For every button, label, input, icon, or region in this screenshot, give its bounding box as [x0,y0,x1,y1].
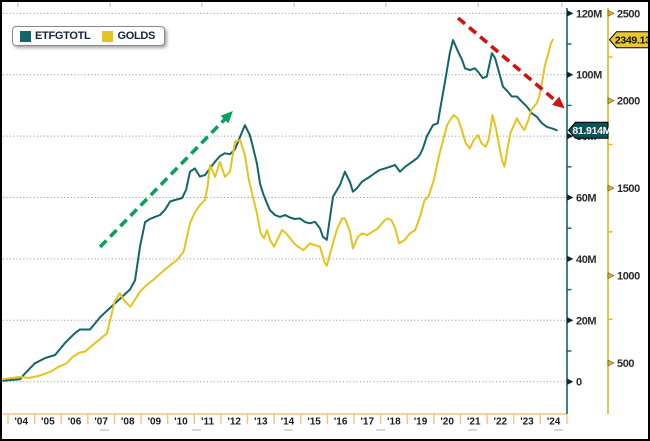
x-tick-label: '21 [467,417,481,428]
moz-tick-label: 60M [576,193,596,205]
x-tick-label: '12 [227,417,241,428]
x-tick-label: '06 [68,417,82,428]
usd-tick-label: 1500 [617,183,640,195]
x-tick-label: '19 [414,417,428,428]
golds-swatch-icon [102,30,114,42]
x-tick-label: '14 [281,417,295,428]
down-trend-arrow [456,16,565,109]
x-tick-label: '20 [440,417,454,428]
etfgtotl-last-value-badge: 81.914M [567,121,612,139]
golds-last-value-badge-text: 2349.13 [615,35,648,47]
gridlines [3,12,567,383]
moz-tick-label: 100M [576,70,602,82]
etfgtotl-line [2,39,558,382]
x-axis: '04 '05 '06 '07 '08 '09 '10 '11 '12 '13 '14 '15 '16 '… [3,413,568,428]
etfgtotl-legend-label: ETFGTOTL [35,30,91,42]
legend: ETFGTOTL GOLDS [12,26,166,46]
legend-item-golds[interactable]: GOLDS [102,30,155,42]
moz-tick-label: 40M [576,254,596,266]
etfgtotl-last-value-badge-text: 81.914M [572,125,611,137]
moz-tick-label: 0 [576,377,582,389]
golds-legend-label: GOLDS [117,30,156,42]
golds-last-value-badge: 2349.13 [608,31,648,49]
x-tick-label: '24 [547,417,561,428]
moz-axis: 120M100M80M60M40M20M0 [566,8,603,414]
etfgtotl-swatch-icon [20,30,31,42]
golds-line [2,38,554,381]
x-tick-label: '05 [41,417,55,428]
usd-tick-label: 500 [617,358,634,370]
x-tick-label: '10 [174,417,188,428]
usd-tick-label: 1000 [617,271,640,283]
usd-tick-label: 2500 [617,8,640,20]
x-tick-label: '16 [334,417,348,428]
edge-tick-marks [17,3,563,431]
x-tick-label: '13 [254,417,268,428]
x-tick-label: '08 [121,417,135,428]
x-tick-label: '23 [520,417,534,428]
x-tick-label: '11 [201,417,214,428]
moz-tick-label: 120M [576,8,602,20]
moz-tick-label: 20M [576,315,596,327]
x-tick-label: '15 [307,417,321,428]
x-tick-label: '18 [387,417,401,428]
x-tick-label: '07 [94,417,108,428]
x-tick-label: '17 [361,417,375,428]
up-trend-arrow [98,111,233,249]
x-tick-label: '09 [148,417,162,428]
x-tick-label: '04 [15,417,29,428]
usd-tick-label: 2000 [617,96,640,108]
x-tick-label: '22 [494,417,508,428]
legend-item-etfgtotl[interactable]: ETFGTOTL [20,30,91,42]
usd-axis: 2500 2000 1500 1000 500 [607,8,641,414]
